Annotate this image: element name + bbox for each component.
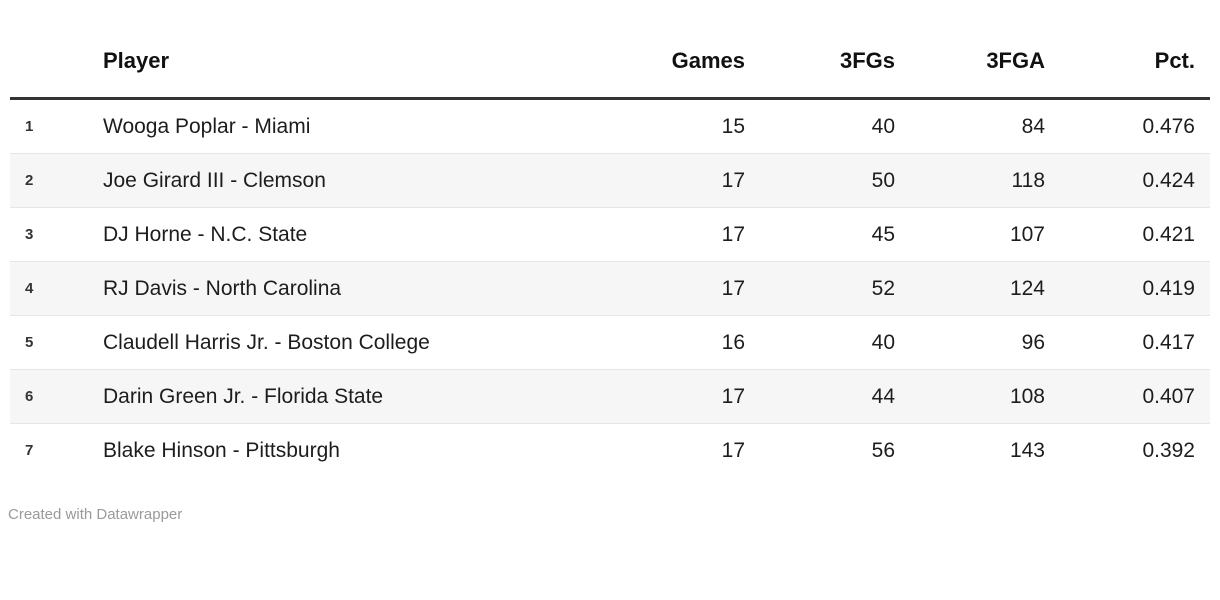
table-row: 1 Wooga Poplar - Miami 15 40 84 0.476 — [10, 99, 1210, 154]
pct-cell: 0.419 — [1142, 277, 1195, 300]
3fga-cell: 107 — [1009, 223, 1045, 246]
table-row: 6 Darin Green Jr. - Florida State 17 44 … — [10, 369, 1210, 424]
pct-cell: 0.407 — [1142, 385, 1195, 408]
player-cell: Joe Girard III - Clemson — [103, 169, 326, 192]
datawrapper-table-chart: Player Games 3FGs 3FGA Pct. 1 Wooga Popl… — [0, 46, 1220, 600]
3fga-cell: 124 — [1009, 277, 1045, 300]
table-row: 2 Joe Girard III - Clemson 17 50 118 0.4… — [10, 153, 1210, 208]
rank-cell: 6 — [25, 388, 34, 405]
rank-cell: 3 — [25, 226, 34, 243]
player-cell: Blake Hinson - Pittsburgh — [103, 439, 340, 462]
player-cell: Darin Green Jr. - Florida State — [103, 385, 384, 408]
table-row: 3 DJ Horne - N.C. State 17 45 107 0.421 — [10, 207, 1210, 262]
3fga-cell: 96 — [1021, 331, 1045, 354]
rank-cell: 1 — [25, 118, 34, 135]
pct-cell: 0.421 — [1142, 223, 1195, 246]
pct-cell: 0.417 — [1142, 331, 1195, 354]
header-row: Player Games 3FGs 3FGA Pct. — [10, 46, 1210, 100]
table-row: 4 RJ Davis - North Carolina 17 52 124 0.… — [10, 261, 1210, 316]
table-row: 7 Blake Hinson - Pittsburgh 17 56 143 0.… — [10, 423, 1210, 478]
header-rank — [10, 46, 90, 100]
player-cell: RJ Davis - North Carolina — [103, 277, 342, 300]
header-3fgs: 3FGs — [760, 46, 910, 100]
header-player: Player — [90, 46, 610, 100]
games-cell: 17 — [721, 223, 745, 246]
rank-cell: 4 — [25, 280, 34, 297]
3fgs-cell: 44 — [871, 385, 895, 408]
rank-cell: 7 — [25, 442, 34, 459]
games-cell: 17 — [721, 169, 745, 192]
player-cell: Wooga Poplar - Miami — [103, 115, 311, 138]
3fgs-cell: 45 — [871, 223, 895, 246]
pct-cell: 0.392 — [1142, 439, 1195, 462]
3fgs-cell: 40 — [871, 115, 895, 138]
3fgs-cell: 40 — [871, 331, 895, 354]
games-cell: 15 — [721, 115, 745, 138]
player-cell: Claudell Harris Jr. - Boston College — [103, 331, 430, 354]
3fga-cell: 118 — [1011, 169, 1045, 192]
3fgs-cell: 50 — [871, 169, 895, 192]
stats-table: Player Games 3FGs 3FGA Pct. 1 Wooga Popl… — [10, 46, 1210, 477]
header-3fga: 3FGA — [910, 46, 1060, 100]
table-body: 1 Wooga Poplar - Miami 15 40 84 0.476 2 … — [10, 99, 1210, 478]
player-cell: DJ Horne - N.C. State — [103, 223, 308, 246]
3fga-cell: 108 — [1009, 385, 1045, 408]
3fgs-cell: 56 — [871, 439, 895, 462]
games-cell: 17 — [721, 385, 745, 408]
table-row: 5 Claudell Harris Jr. - Boston College 1… — [10, 315, 1210, 370]
games-cell: 16 — [721, 331, 745, 354]
games-cell: 17 — [721, 277, 745, 300]
3fga-cell: 84 — [1021, 115, 1045, 138]
3fgs-cell: 52 — [871, 277, 895, 300]
pct-cell: 0.476 — [1142, 115, 1195, 138]
header-pct: Pct. — [1060, 46, 1210, 100]
games-cell: 17 — [721, 439, 745, 462]
datawrapper-credit-link[interactable]: Created with Datawrapper — [8, 506, 183, 523]
table-container: Player Games 3FGs 3FGA Pct. 1 Wooga Popl… — [0, 46, 1220, 477]
3fga-cell: 143 — [1009, 439, 1045, 462]
pct-cell: 0.424 — [1142, 169, 1195, 192]
table-header: Player Games 3FGs 3FGA Pct. — [10, 46, 1210, 100]
rank-cell: 2 — [25, 172, 34, 189]
header-games: Games — [610, 46, 760, 100]
rank-cell: 5 — [25, 334, 34, 351]
